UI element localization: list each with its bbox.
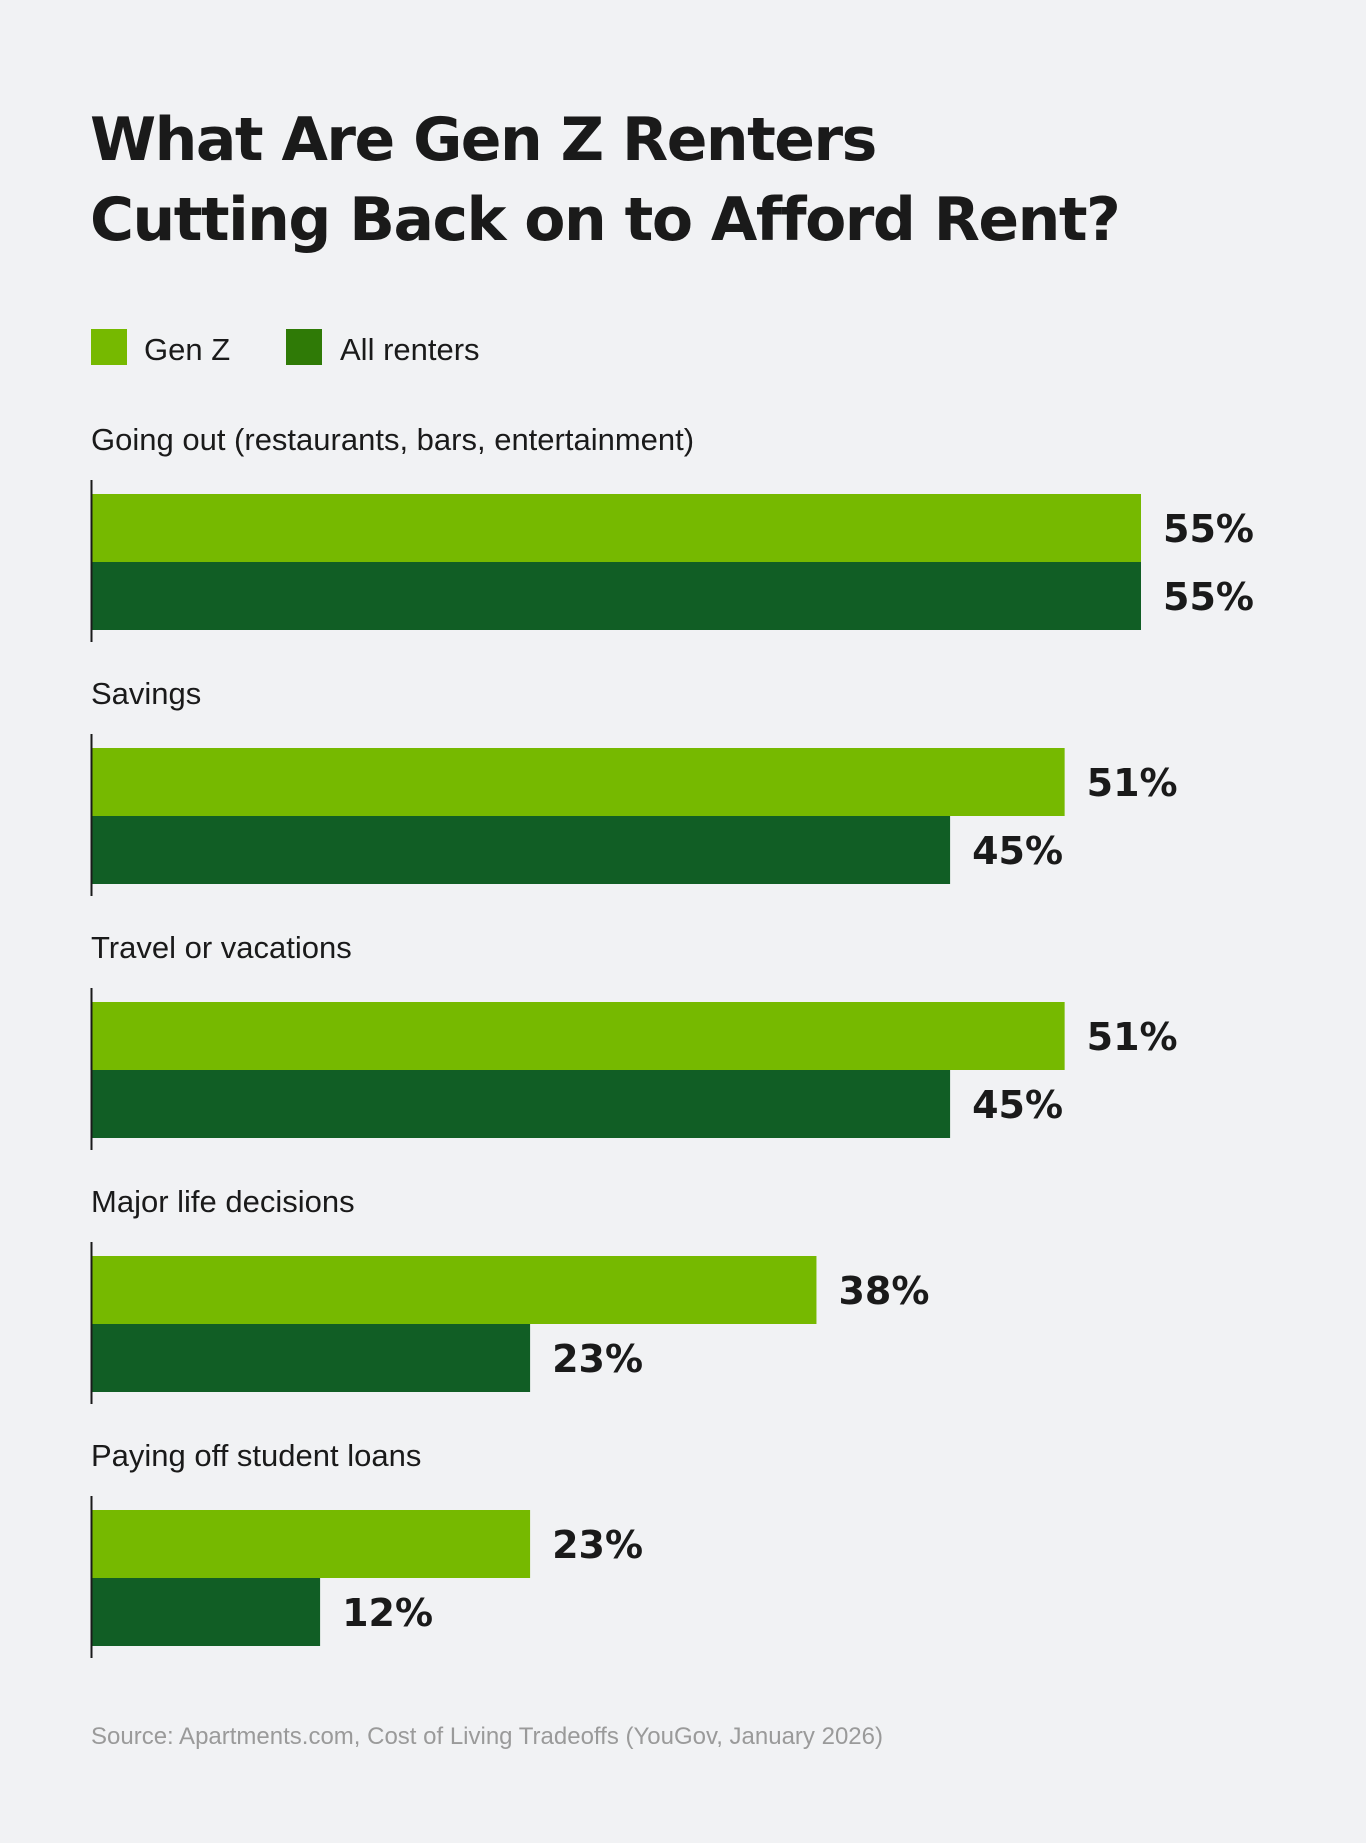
bar-savings-all-renters — [91, 816, 951, 884]
bar-going-out-restaurants-bars-entertainment-gen-z — [91, 494, 1141, 562]
value-label-going-out-restaurants-bars-entertainment-all-renters: 55% — [1163, 575, 1254, 619]
value-label-travel-or-vacations-all-renters: 45% — [972, 1083, 1063, 1127]
value-label-savings-all-renters: 45% — [972, 829, 1063, 873]
value-label-savings-gen-z: 51% — [1087, 761, 1178, 805]
value-label-going-out-restaurants-bars-entertainment-gen-z: 55% — [1163, 507, 1254, 551]
chart-title-line-2: Cutting Back on to Afford Rent? — [90, 185, 1119, 255]
legend: Gen Z All renters — [91, 329, 480, 367]
chart-title-line-1: What Are Gen Z Renters — [90, 105, 876, 175]
category-label-major-life-decisions: Major life decisions — [91, 1184, 355, 1219]
bar-savings-gen-z — [91, 748, 1065, 816]
value-label-paying-off-student-loans-gen-z: 23% — [552, 1523, 643, 1567]
legend-label-gen-z: Gen Z — [144, 332, 230, 367]
bar-paying-off-student-loans-all-renters — [91, 1578, 321, 1646]
source-note: Source: Apartments.com, Cost of Living T… — [91, 1723, 883, 1750]
bar-major-life-decisions-gen-z — [91, 1256, 817, 1324]
category-label-travel-or-vacations: Travel or vacations — [91, 930, 352, 965]
bar-paying-off-student-loans-gen-z — [91, 1510, 531, 1578]
chart-title: What Are Gen Z Renters Cutting Back on t… — [90, 105, 1121, 255]
value-label-major-life-decisions-gen-z: 38% — [838, 1269, 929, 1313]
legend-label-all-renters: All renters — [340, 332, 480, 367]
plot-area: Going out (restaurants, bars, entertainm… — [90, 422, 1254, 1658]
value-label-major-life-decisions-all-renters: 23% — [552, 1337, 643, 1381]
category-label-paying-off-student-loans: Paying off student loans — [91, 1438, 421, 1473]
bar-major-life-decisions-all-renters — [91, 1324, 531, 1392]
legend-swatch-all-renters — [286, 329, 322, 365]
category-label-going-out-restaurants-bars-entertainment: Going out (restaurants, bars, entertainm… — [91, 422, 694, 457]
bar-travel-or-vacations-all-renters — [91, 1070, 951, 1138]
bar-going-out-restaurants-bars-entertainment-all-renters — [91, 562, 1141, 630]
category-label-savings: Savings — [91, 676, 201, 711]
value-label-paying-off-student-loans-all-renters: 12% — [342, 1591, 433, 1635]
bar-travel-or-vacations-gen-z — [91, 1002, 1065, 1070]
legend-swatch-gen-z — [91, 329, 127, 365]
value-label-travel-or-vacations-gen-z: 51% — [1087, 1015, 1178, 1059]
